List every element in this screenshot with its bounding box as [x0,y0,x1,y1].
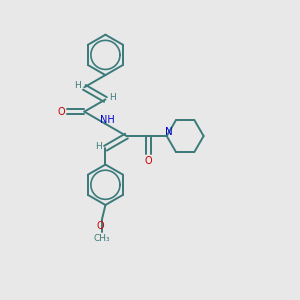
Text: N: N [165,128,173,137]
Text: O: O [145,156,152,166]
Text: H: H [74,81,81,90]
Text: NH: NH [100,115,114,125]
Text: H: H [95,142,102,151]
Text: H: H [109,94,116,103]
Text: CH₃: CH₃ [94,234,110,243]
Text: O: O [57,107,64,117]
Text: O: O [97,221,104,231]
